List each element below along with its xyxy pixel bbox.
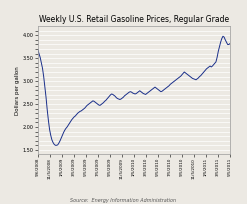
Title: Weekly U.S. Retail Gasoline Prices, Regular Grade: Weekly U.S. Retail Gasoline Prices, Regu… bbox=[39, 15, 229, 24]
Y-axis label: Dollars per gallon: Dollars per gallon bbox=[15, 66, 20, 115]
Text: Source:  Energy Information Administration: Source: Energy Information Administratio… bbox=[70, 198, 177, 203]
